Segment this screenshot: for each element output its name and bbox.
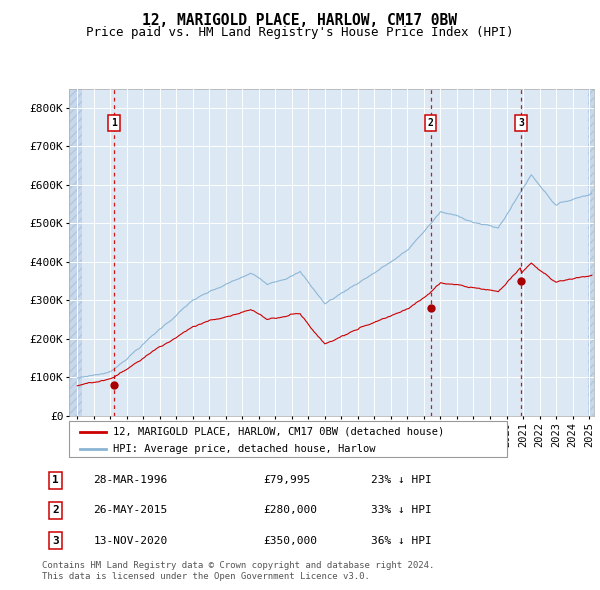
Text: £350,000: £350,000 bbox=[263, 536, 317, 546]
Text: 13-NOV-2020: 13-NOV-2020 bbox=[94, 536, 167, 546]
Text: 33% ↓ HPI: 33% ↓ HPI bbox=[371, 506, 432, 516]
Text: £280,000: £280,000 bbox=[263, 506, 317, 516]
Bar bbox=[588, 88, 600, 416]
Text: Contains HM Land Registry data © Crown copyright and database right 2024.: Contains HM Land Registry data © Crown c… bbox=[42, 560, 434, 569]
Text: This data is licensed under the Open Government Licence v3.0.: This data is licensed under the Open Gov… bbox=[42, 572, 370, 581]
Text: 1: 1 bbox=[111, 118, 117, 128]
Text: 26-MAY-2015: 26-MAY-2015 bbox=[94, 506, 167, 516]
Text: Price paid vs. HM Land Registry's House Price Index (HPI): Price paid vs. HM Land Registry's House … bbox=[86, 26, 514, 39]
Text: 28-MAR-1996: 28-MAR-1996 bbox=[94, 476, 167, 486]
Text: £79,995: £79,995 bbox=[263, 476, 311, 486]
Text: 2: 2 bbox=[428, 118, 433, 128]
Text: 36% ↓ HPI: 36% ↓ HPI bbox=[371, 536, 432, 546]
Bar bbox=[69, 88, 82, 416]
Text: 12, MARIGOLD PLACE, HARLOW, CM17 0BW: 12, MARIGOLD PLACE, HARLOW, CM17 0BW bbox=[143, 13, 458, 28]
Text: 12, MARIGOLD PLACE, HARLOW, CM17 0BW (detached house): 12, MARIGOLD PLACE, HARLOW, CM17 0BW (de… bbox=[113, 427, 444, 437]
Text: 23% ↓ HPI: 23% ↓ HPI bbox=[371, 476, 432, 486]
Text: 3: 3 bbox=[52, 536, 59, 546]
Text: 1: 1 bbox=[52, 476, 59, 486]
Text: HPI: Average price, detached house, Harlow: HPI: Average price, detached house, Harl… bbox=[113, 444, 376, 454]
Text: 3: 3 bbox=[518, 118, 524, 128]
Text: 2: 2 bbox=[52, 506, 59, 516]
